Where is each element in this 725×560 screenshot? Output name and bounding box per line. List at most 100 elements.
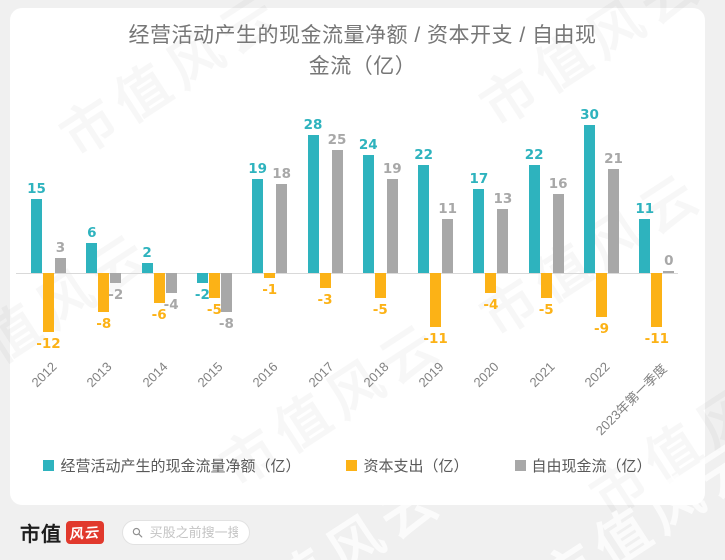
bar-2022-series0 [584, 125, 595, 273]
value-label: -6 [151, 306, 167, 323]
value-label: 6 [87, 225, 97, 242]
legend-swatch-teal [43, 460, 55, 471]
value-label: -8 [218, 316, 234, 333]
bar-2019-series0 [418, 164, 430, 273]
x-axis-label: 2019 [415, 359, 447, 391]
value-label: 15 [27, 181, 46, 198]
bar-2016-series1 [264, 273, 276, 278]
bar-2017-series2 [331, 149, 343, 273]
chart-title-line1: 经营活动产生的现金流量净额 / 资本开支 / 自由现 [128, 24, 597, 47]
chart-title-line2: 金流（亿） [308, 55, 417, 78]
bar-2012-series0 [31, 199, 42, 273]
x-axis-label: 2020 [470, 359, 502, 391]
value-label: 22 [524, 146, 544, 163]
legend-label: 经营活动产生的现金流量净额（亿） [60, 458, 301, 475]
bar-2018-series1 [374, 273, 386, 298]
bar-2012-series2 [55, 258, 66, 273]
plot-area: 15 6 2 -2 19 28 24 22 17 22 3 0 11 -12 -8 -6 -5 -1 -3 -5 -11… [16, 107, 678, 439]
bar-2016-series2 [276, 184, 288, 273]
logo-badge: 风云 [66, 521, 104, 544]
value-label: 19 [382, 161, 402, 178]
logo[interactable]: 市值 风云 [20, 518, 104, 547]
bar-2023年第一季度-series0 [639, 218, 651, 273]
logo-badge-text: 风云 [69, 523, 101, 542]
value-label: 18 [272, 166, 292, 183]
value-label: -11 [423, 331, 448, 348]
value-label: 28 [303, 116, 323, 133]
legend-item-operating-cash-flow[interactable]: 经营活动产生的现金流量净额（亿） [43, 455, 300, 476]
bar-2022-series2 [608, 169, 619, 273]
bar-2023年第一季度-series1 [651, 273, 663, 328]
bar-2015-series2 [220, 273, 232, 313]
x-axis-label: 2016 [249, 359, 281, 391]
value-label: -3 [317, 291, 333, 308]
x-axis-label: 2015 [194, 359, 226, 391]
value-label: 0 [664, 253, 674, 269]
value-label: -5 [206, 301, 222, 318]
x-axis-label: 2023年第一季度 [593, 361, 671, 439]
value-label: -12 [36, 336, 61, 353]
value-label: 16 [548, 176, 568, 193]
value-label: -4 [483, 296, 499, 313]
bar-2023年第一季度-series2 [663, 271, 675, 273]
legend-item-free-cash-flow[interactable]: 自由现金流（亿） [514, 455, 652, 476]
value-label: 3 [55, 240, 66, 257]
legend-label: 资本支出（亿） [363, 458, 469, 475]
legend-swatch-orange [346, 460, 358, 471]
value-label: 24 [358, 136, 378, 153]
bar-2019-series2 [442, 218, 454, 273]
value-label: -8 [96, 316, 112, 333]
x-axis-label: 2018 [360, 359, 392, 391]
bar-2020-series0 [473, 189, 485, 273]
value-label: -2 [108, 286, 124, 303]
bar-2017-series1 [319, 273, 331, 288]
bar-2012-series1 [43, 273, 54, 333]
x-axis-label: 2014 [139, 359, 171, 391]
chart-title: 经营活动产生的现金流量净额 / 资本开支 / 自由现 金流（亿） [0, 20, 725, 82]
value-label: 25 [327, 131, 347, 148]
value-label: 21 [604, 151, 623, 168]
value-label: -2 [194, 286, 210, 303]
footer-bar: 市值 风云 [0, 505, 725, 560]
bar-2016-series0 [252, 179, 264, 273]
bar-2014-series2 [165, 273, 177, 293]
bar-2020-series1 [485, 273, 497, 293]
value-label: -1 [262, 281, 278, 298]
value-label: 22 [414, 146, 433, 163]
bar-2015-series0 [196, 273, 208, 283]
bar-2021-series2 [552, 194, 564, 273]
search-bar[interactable] [122, 520, 250, 545]
bar-2014-series0 [141, 263, 153, 273]
bar-2018-series2 [386, 179, 398, 273]
legend-label: 自由现金流（亿） [531, 458, 652, 475]
value-label: -9 [594, 321, 609, 338]
value-label: 2 [142, 245, 152, 262]
value-label: 11 [438, 200, 457, 217]
value-label: -5 [372, 301, 388, 318]
value-label: 19 [248, 161, 268, 178]
bar-2021-series1 [540, 273, 552, 298]
x-axis-label: 2022 [581, 359, 613, 391]
search-icon [132, 527, 143, 538]
bar-2020-series2 [497, 208, 509, 273]
value-label: 17 [469, 171, 489, 188]
bar-2013-series0 [86, 243, 98, 273]
legend-swatch-gray [514, 460, 526, 471]
legend-item-capex[interactable]: 资本支出（亿） [346, 455, 469, 476]
bar-2019-series1 [430, 273, 442, 328]
search-input[interactable] [147, 524, 240, 541]
bar-2013-series2 [110, 273, 122, 283]
bar-2015-series1 [208, 273, 220, 298]
bar-2014-series1 [153, 273, 165, 303]
x-axis-label: 2021 [526, 359, 558, 391]
logo-text: 市值 [20, 524, 62, 546]
bar-2018-series0 [362, 154, 374, 273]
bar-2021-series0 [528, 164, 540, 273]
legend: 经营活动产生的现金流量净额（亿） 资本支出（亿） 自由现金流（亿） [0, 455, 695, 476]
value-label: 11 [635, 200, 655, 217]
bar-2022-series1 [596, 273, 607, 318]
value-label: 13 [493, 190, 513, 207]
bar-2017-series0 [307, 134, 319, 273]
x-axis-line [16, 273, 678, 274]
